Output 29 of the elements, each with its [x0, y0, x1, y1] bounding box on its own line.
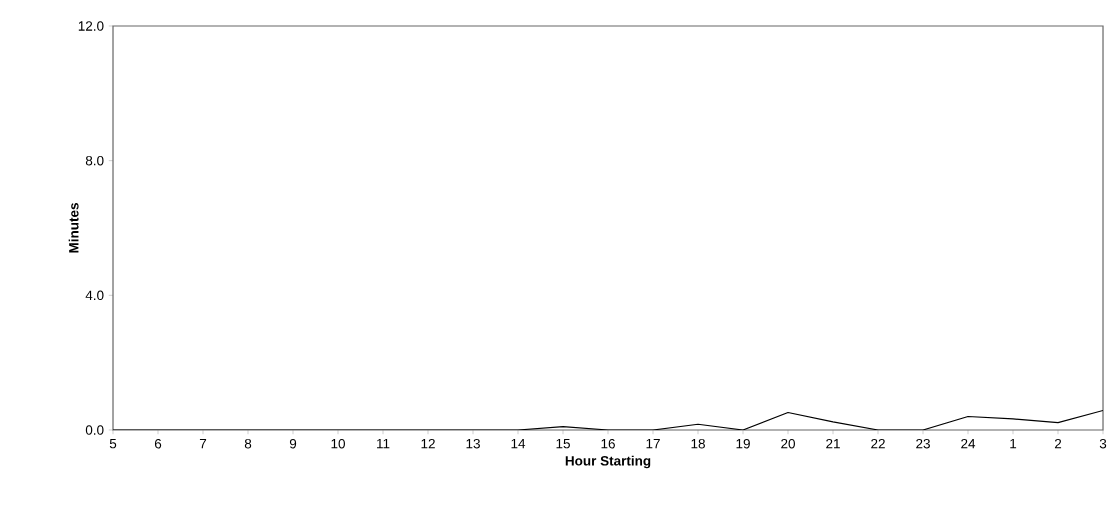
- x-tick-label: 17: [646, 438, 660, 449]
- x-tick-label: 18: [691, 438, 705, 449]
- x-tick-label: 11: [377, 438, 390, 449]
- x-tick-label: 15: [556, 438, 570, 449]
- y-tick-label: 0.0: [85, 425, 104, 435]
- x-tick-label: 19: [736, 438, 750, 449]
- x-tick-label: 10: [331, 438, 345, 449]
- x-tick-label: 21: [826, 438, 840, 449]
- y-axis-title: Minutes: [68, 203, 79, 253]
- x-tick-label: 16: [601, 438, 615, 449]
- y-tick-label: 4.0: [85, 290, 104, 301]
- x-tick-label: 1: [1010, 438, 1017, 449]
- x-axis-title: Hour Starting: [565, 455, 651, 469]
- x-tick-label: 6: [154, 438, 162, 449]
- y-tick-label: 8.0: [85, 155, 104, 166]
- x-tick-label: 7: [199, 438, 207, 449]
- x-tick-label: 20: [781, 438, 795, 449]
- x-tick-label: 9: [289, 438, 297, 449]
- x-tick-label: 23: [916, 438, 930, 449]
- x-tick-label: 14: [511, 438, 526, 449]
- x-tick-label: 5: [109, 438, 117, 449]
- x-tick-label: 2: [1054, 438, 1062, 449]
- x-tick-label: 8: [244, 438, 252, 449]
- x-tick-label: 3: [1099, 438, 1107, 449]
- x-tick-label: 22: [871, 438, 885, 449]
- x-tick-label: 24: [961, 438, 976, 449]
- x-tick-label: 13: [466, 438, 480, 449]
- x-tick-label: 12: [421, 438, 435, 449]
- y-tick-label: 12.0: [78, 21, 104, 31]
